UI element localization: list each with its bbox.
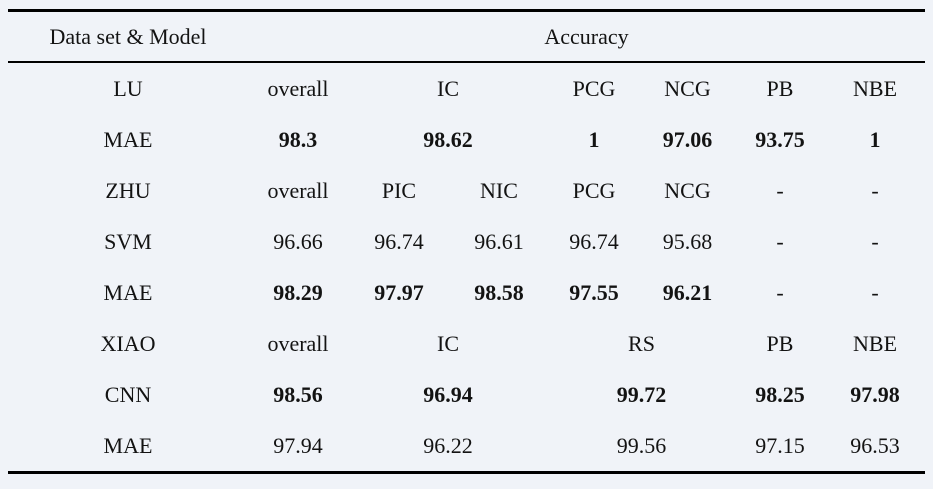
cell-dash: - xyxy=(776,177,784,203)
cell-value: 97.15 xyxy=(755,432,805,458)
table-row-lu-header: LU overall IC PCG NCG PB NBE xyxy=(8,62,925,114)
row-label: MAE xyxy=(103,432,153,458)
cell-value: 97.94 xyxy=(273,432,323,458)
cell-pcg: PCG xyxy=(572,75,616,101)
table-row-zhu-svm: SVM 96.66 96.74 96.61 96.74 95.68 - - xyxy=(8,216,925,267)
cell-value: 1 xyxy=(869,126,881,152)
header-accuracy: Accuracy xyxy=(248,10,926,63)
cell-value: 99.56 xyxy=(616,432,667,458)
cell-pic: PIC xyxy=(381,177,417,203)
cell-value: 93.75 xyxy=(755,126,805,152)
cell-nbe: NBE xyxy=(853,75,898,101)
cell-value: 97.98 xyxy=(850,381,900,407)
cell-value: 96.94 xyxy=(423,381,473,407)
table-header-row: Data set & Model Accuracy xyxy=(8,10,926,63)
row-label: SVM xyxy=(104,228,152,254)
cell-value: 1 xyxy=(588,126,600,152)
table-row-xiao-mae: MAE 97.94 96.22 99.56 97.15 96.53 xyxy=(8,420,925,473)
cell-nbe: NBE xyxy=(853,330,898,356)
table-row-zhu-mae: MAE 98.29 97.97 98.58 97.55 96.21 - - xyxy=(8,267,925,318)
cell-value: 98.58 xyxy=(474,279,524,305)
cell-ncg: NCG xyxy=(664,75,711,101)
table-row-lu-mae: MAE 98.3 98.62 1 97.06 93.75 1 xyxy=(8,114,925,165)
cell-dash: - xyxy=(776,228,784,254)
cell-ic: IC xyxy=(437,75,459,101)
cell-pb: PB xyxy=(766,75,794,101)
cell-value: 95.68 xyxy=(662,228,713,254)
cell-value: 97.55 xyxy=(569,279,619,305)
accuracy-results-table: Data set & Model Accuracy LU overall IC … xyxy=(8,9,926,474)
cell-dash: - xyxy=(871,177,879,203)
cell-value: 98.25 xyxy=(755,381,805,407)
cell-value: 96.74 xyxy=(374,228,424,254)
cell-value: 96.61 xyxy=(474,228,524,254)
row-label: CNN xyxy=(104,381,152,407)
cell-value: 96.22 xyxy=(423,432,473,458)
cell-overall: overall xyxy=(267,177,329,203)
cell-value: 97.97 xyxy=(374,279,424,305)
cell-value: 96.74 xyxy=(569,228,619,254)
header-dataset-model: Data set & Model xyxy=(8,10,248,63)
table-row-zhu-header: ZHU overall PIC NIC PCG NCG - - xyxy=(8,165,925,216)
cell-value: 97.06 xyxy=(662,126,713,152)
cell-value: 98.62 xyxy=(423,126,473,152)
table-row-xiao-cnn: CNN 98.56 96.94 99.72 98.25 97.98 xyxy=(8,369,925,420)
cell-dash: - xyxy=(871,228,879,254)
cell-dash: - xyxy=(776,279,784,305)
cell-ncg: NCG xyxy=(664,177,711,203)
row-label: XIAO xyxy=(100,330,156,356)
cell-value: 98.29 xyxy=(273,279,323,305)
cell-dash: - xyxy=(871,279,879,305)
row-label: MAE xyxy=(103,126,153,152)
cell-value: 96.53 xyxy=(850,432,900,458)
cell-value: 96.21 xyxy=(662,279,713,305)
table-row-xiao-header: XIAO overall IC RS PB NBE xyxy=(8,318,925,369)
row-label: LU xyxy=(113,75,143,101)
row-label: MAE xyxy=(103,279,153,305)
cell-value: 96.66 xyxy=(273,228,323,254)
cell-rs: RS xyxy=(628,330,655,356)
cell-value: 98.3 xyxy=(278,126,318,152)
cell-overall: overall xyxy=(267,330,329,356)
cell-ic: IC xyxy=(437,330,459,356)
cell-value: 99.72 xyxy=(616,381,667,407)
cell-overall: overall xyxy=(267,75,329,101)
cell-pb: PB xyxy=(766,330,794,356)
row-label: ZHU xyxy=(105,177,151,203)
cell-nic: NIC xyxy=(480,177,518,203)
cell-pcg: PCG xyxy=(572,177,616,203)
cell-value: 98.56 xyxy=(273,381,323,407)
